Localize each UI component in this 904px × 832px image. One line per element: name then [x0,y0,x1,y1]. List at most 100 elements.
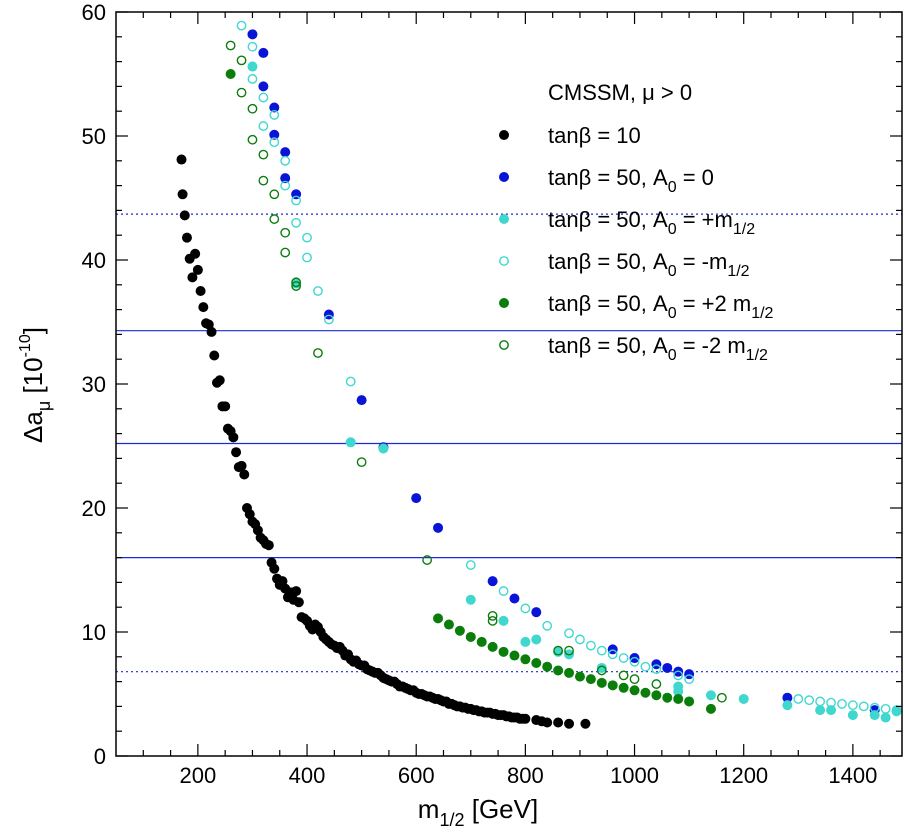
data-point [258,92,269,103]
data-point [580,718,591,729]
data-point [498,615,509,626]
data-point [716,692,727,703]
series-1 [176,154,591,729]
data-point [465,594,476,605]
data-point [815,696,826,707]
data-point [177,189,188,200]
data-point [313,348,323,358]
data-point [651,659,662,670]
data-point [684,696,695,707]
data-point [596,677,607,688]
data-point [607,680,618,691]
data-point [498,586,509,596]
data-point [247,134,258,145]
data-point [662,662,673,673]
data-point [596,665,607,676]
data-point [629,674,640,685]
data-point [313,286,323,296]
data-point [574,671,585,682]
data-point [542,717,553,728]
legend: CMSSM, μ > 0 tanβ = 10 tanβ = 50, A0 = 0 t… [499,80,774,364]
data-point [225,40,236,51]
data-point [280,147,291,158]
data-point [247,29,258,40]
data-point [280,173,291,184]
data-point [487,615,498,626]
data-point [542,620,553,631]
data-point [356,395,367,406]
data-point [629,656,640,667]
data-point [220,401,231,412]
data-point [291,195,302,206]
data-point [520,713,531,724]
legend-label-4: tanβ = 50, A0 = -m1/2 [548,249,750,280]
plot-frame [115,11,903,757]
data-point [345,437,356,448]
y-tick-label: 50 [82,124,106,149]
data-point [585,674,596,685]
legend-title: CMSSM, μ > 0 [548,80,692,105]
data-point [705,690,716,701]
data-point [847,700,858,711]
data-point [738,693,749,704]
data-point [269,137,280,148]
data-point [187,272,198,283]
data-point [476,636,487,647]
data-point [411,493,422,504]
data-point [291,281,302,291]
x-tick-label: 200 [180,763,217,788]
series-4 [236,20,902,716]
data-point [585,640,596,651]
data-point [293,597,304,608]
data-point [651,690,662,701]
data-point [214,375,225,386]
data-point [607,644,618,655]
data-point [869,710,880,721]
data-point [815,705,826,716]
data-point [596,662,607,673]
x-tick-label: 800 [507,763,544,788]
data-point [291,217,302,228]
data-point [553,665,564,676]
data-point [181,232,192,243]
data-point [607,649,618,660]
data-point [847,710,858,721]
data-point [531,607,542,618]
data-point [520,603,531,614]
data-point [422,555,433,565]
data-point [782,700,793,711]
data-point [662,692,673,703]
legend-label-3: tanβ = 50, A0 = +m1/2 [548,207,755,238]
data-point [880,712,891,723]
data-point [858,701,869,712]
data-point [596,645,607,656]
legend-marker-6 [499,340,509,350]
data-point [575,634,585,645]
data-point [553,645,564,656]
data-point [564,628,574,639]
data-point [176,154,187,165]
data-point [269,189,280,200]
x-tick-label: 1200 [719,763,768,788]
data-point [629,685,640,696]
data-point [520,654,531,665]
data-point [531,658,542,668]
y-axis-title: Δaμ [10-10] [17,327,54,443]
data-point [651,664,662,675]
data-point [465,631,476,642]
data-point [247,61,258,72]
legend-marker-5 [499,298,509,308]
data-point [209,350,220,361]
data-point [509,593,520,604]
data-point [869,702,880,713]
data-point [198,302,209,313]
data-point [564,718,575,729]
data-point [231,447,242,458]
data-point [640,687,651,698]
data-point [618,682,629,693]
data-point [236,55,247,66]
x-tick-label: 1400 [828,763,877,788]
data-point [804,695,815,706]
data-point [280,247,291,258]
series-3 [247,61,902,723]
